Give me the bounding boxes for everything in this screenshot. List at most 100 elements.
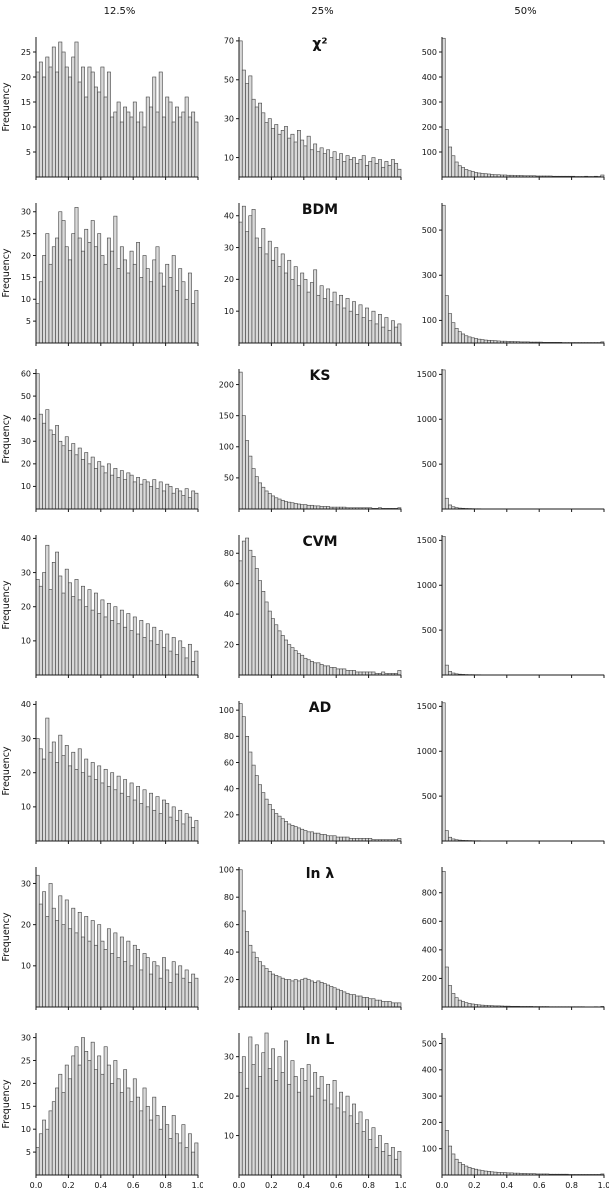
histogram-bars — [238, 40, 402, 178]
chart-grid: 5 10 15 20 25 Frequency 10 30 50 70 χ² 100 200 300 400… — [0, 27, 609, 1191]
histogram-panel-ks-col3: 500 1000 1500 — [406, 359, 609, 525]
y-tick-label: 70 — [224, 37, 234, 46]
histogram-svg: 100 200 300 400 500 — [422, 37, 605, 180]
histogram-panel-ad-col3: 500 1000 1500 — [406, 691, 609, 857]
histogram-panel-chi2-col2: 10 30 50 70 χ² — [203, 27, 406, 193]
histogram-bars — [35, 1037, 199, 1176]
x-tick-label: 1.0 — [598, 1181, 609, 1190]
histogram-svg: 100 300 500 — [422, 203, 605, 346]
histogram-svg: 500 1000 1500 — [417, 369, 605, 512]
y-tick-label: 80 — [224, 893, 234, 902]
x-tick-label: 1.0 — [192, 1181, 203, 1190]
histogram-bars — [35, 41, 199, 178]
histogram-svg: 1002003004005000.00.20.40.60.81.0Estimat… — [422, 1033, 609, 1190]
histogram-svg: 20 40 60 80 100 ln λ — [219, 866, 402, 1010]
y-tick-label: 200 — [422, 1118, 437, 1127]
x-tick-label: 0.8 — [565, 1181, 578, 1190]
histogram-bars — [238, 371, 402, 510]
y-tick-label: 10 — [224, 153, 234, 162]
histogram-svg: 10 20 30 40 50 60 Frequency — [1, 369, 199, 512]
y-tick-label: 50 — [224, 474, 234, 483]
histogram-panel-bdm-col3: 100 300 500 — [406, 193, 609, 359]
histogram-panel-cvm-col3: 500 1000 1500 — [406, 525, 609, 691]
row-label: ln L — [306, 1032, 335, 1048]
x-tick-label: 0.4 — [94, 1181, 107, 1190]
y-tick-label: 20 — [224, 275, 234, 284]
y-tick-label: 30 — [224, 243, 234, 252]
row-label: CVM — [302, 534, 337, 550]
y-tick-label: 1500 — [417, 702, 437, 711]
y-tick-label: 10 — [21, 962, 31, 971]
histogram-bars — [441, 536, 605, 676]
x-tick-label: 0.8 — [159, 1181, 172, 1190]
y-tick-label: 10 — [21, 295, 31, 304]
histogram-svg: 10 20 30 40 Frequency — [1, 700, 199, 844]
histogram-panel-ks-col1: 10 20 30 40 50 60 Frequency — [0, 359, 203, 525]
y-tick-label: 40 — [224, 948, 234, 957]
y-tick-label: 30 — [21, 879, 31, 888]
y-tick-label: 500 — [422, 626, 437, 635]
y-tick-label: 500 — [422, 48, 437, 57]
y-tick-label: 10 — [21, 803, 31, 812]
y-tick-label: 5 — [26, 1148, 31, 1157]
y-tick-label: 1000 — [417, 747, 437, 756]
histogram-svg: 10 30 50 70 χ² — [224, 36, 402, 180]
histogram-panel-chi2-col1: 5 10 15 20 25 Frequency — [0, 27, 203, 193]
row-label: χ² — [312, 36, 327, 52]
histogram-bars — [35, 207, 199, 344]
y-tick-label: 10 — [21, 637, 31, 646]
y-tick-label: 40 — [21, 700, 31, 709]
y-tick-label: 300 — [422, 98, 437, 107]
y-tick-label: 40 — [224, 784, 234, 793]
y-tick-label: 20 — [21, 1079, 31, 1088]
y-tick-label: 10 — [21, 482, 31, 491]
histogram-panel-cvm-col2: 20 40 60 80 CVM — [203, 525, 406, 691]
y-tick-label: 10 — [224, 307, 234, 316]
y-tick-label: 100 — [219, 706, 234, 715]
histogram-svg: 500 1000 1500 — [417, 701, 605, 844]
y-tick-label: 100 — [422, 148, 437, 157]
x-tick-label: 0.2 — [468, 1181, 481, 1190]
y-axis-label: Frequency — [1, 414, 12, 463]
y-tick-label: 25 — [21, 48, 31, 57]
histogram-svg: 10 20 30 40 Frequency — [1, 534, 199, 678]
histogram-bars — [238, 205, 402, 344]
x-tick-label: 0.8 — [362, 1181, 375, 1190]
y-tick-label: 30 — [224, 1052, 234, 1061]
column-header-25pct: 25% — [311, 6, 334, 17]
histogram-bars — [238, 869, 402, 1008]
y-tick-label: 20 — [21, 769, 31, 778]
x-tick-label: 0.2 — [265, 1181, 278, 1190]
y-tick-label: 30 — [21, 437, 31, 446]
column-headers: 12.5% 25% 50% — [0, 6, 609, 27]
y-tick-label: 25 — [21, 229, 31, 238]
y-tick-label: 15 — [21, 273, 31, 282]
y-tick-label: 200 — [422, 974, 437, 983]
y-tick-label: 5 — [26, 317, 31, 326]
y-tick-label: 300 — [422, 1092, 437, 1101]
y-tick-label: 20 — [21, 251, 31, 260]
y-tick-label: 20 — [21, 73, 31, 82]
row-label: BDM — [302, 202, 338, 218]
y-tick-label: 20 — [21, 460, 31, 469]
histogram-panel-bdm-col2: 10 20 30 40 BDM — [203, 193, 406, 359]
y-tick-label: 40 — [224, 212, 234, 221]
y-tick-label: 40 — [224, 610, 234, 619]
x-tick-label: 1.0 — [395, 1181, 406, 1190]
histogram-bars — [441, 369, 605, 510]
y-tick-label: 40 — [21, 534, 31, 543]
row-label: ln λ — [306, 866, 335, 882]
y-tick-label: 80 — [224, 549, 234, 558]
histogram-bars — [35, 717, 199, 842]
histogram-bars — [238, 1032, 402, 1176]
y-tick-label: 80 — [224, 732, 234, 741]
y-tick-label: 50 — [224, 76, 234, 85]
x-tick-label: 0.0 — [30, 1181, 43, 1190]
y-tick-label: 60 — [224, 920, 234, 929]
y-tick-label: 10 — [21, 123, 31, 132]
y-tick-label: 60 — [224, 579, 234, 588]
y-tick-label: 30 — [21, 568, 31, 577]
